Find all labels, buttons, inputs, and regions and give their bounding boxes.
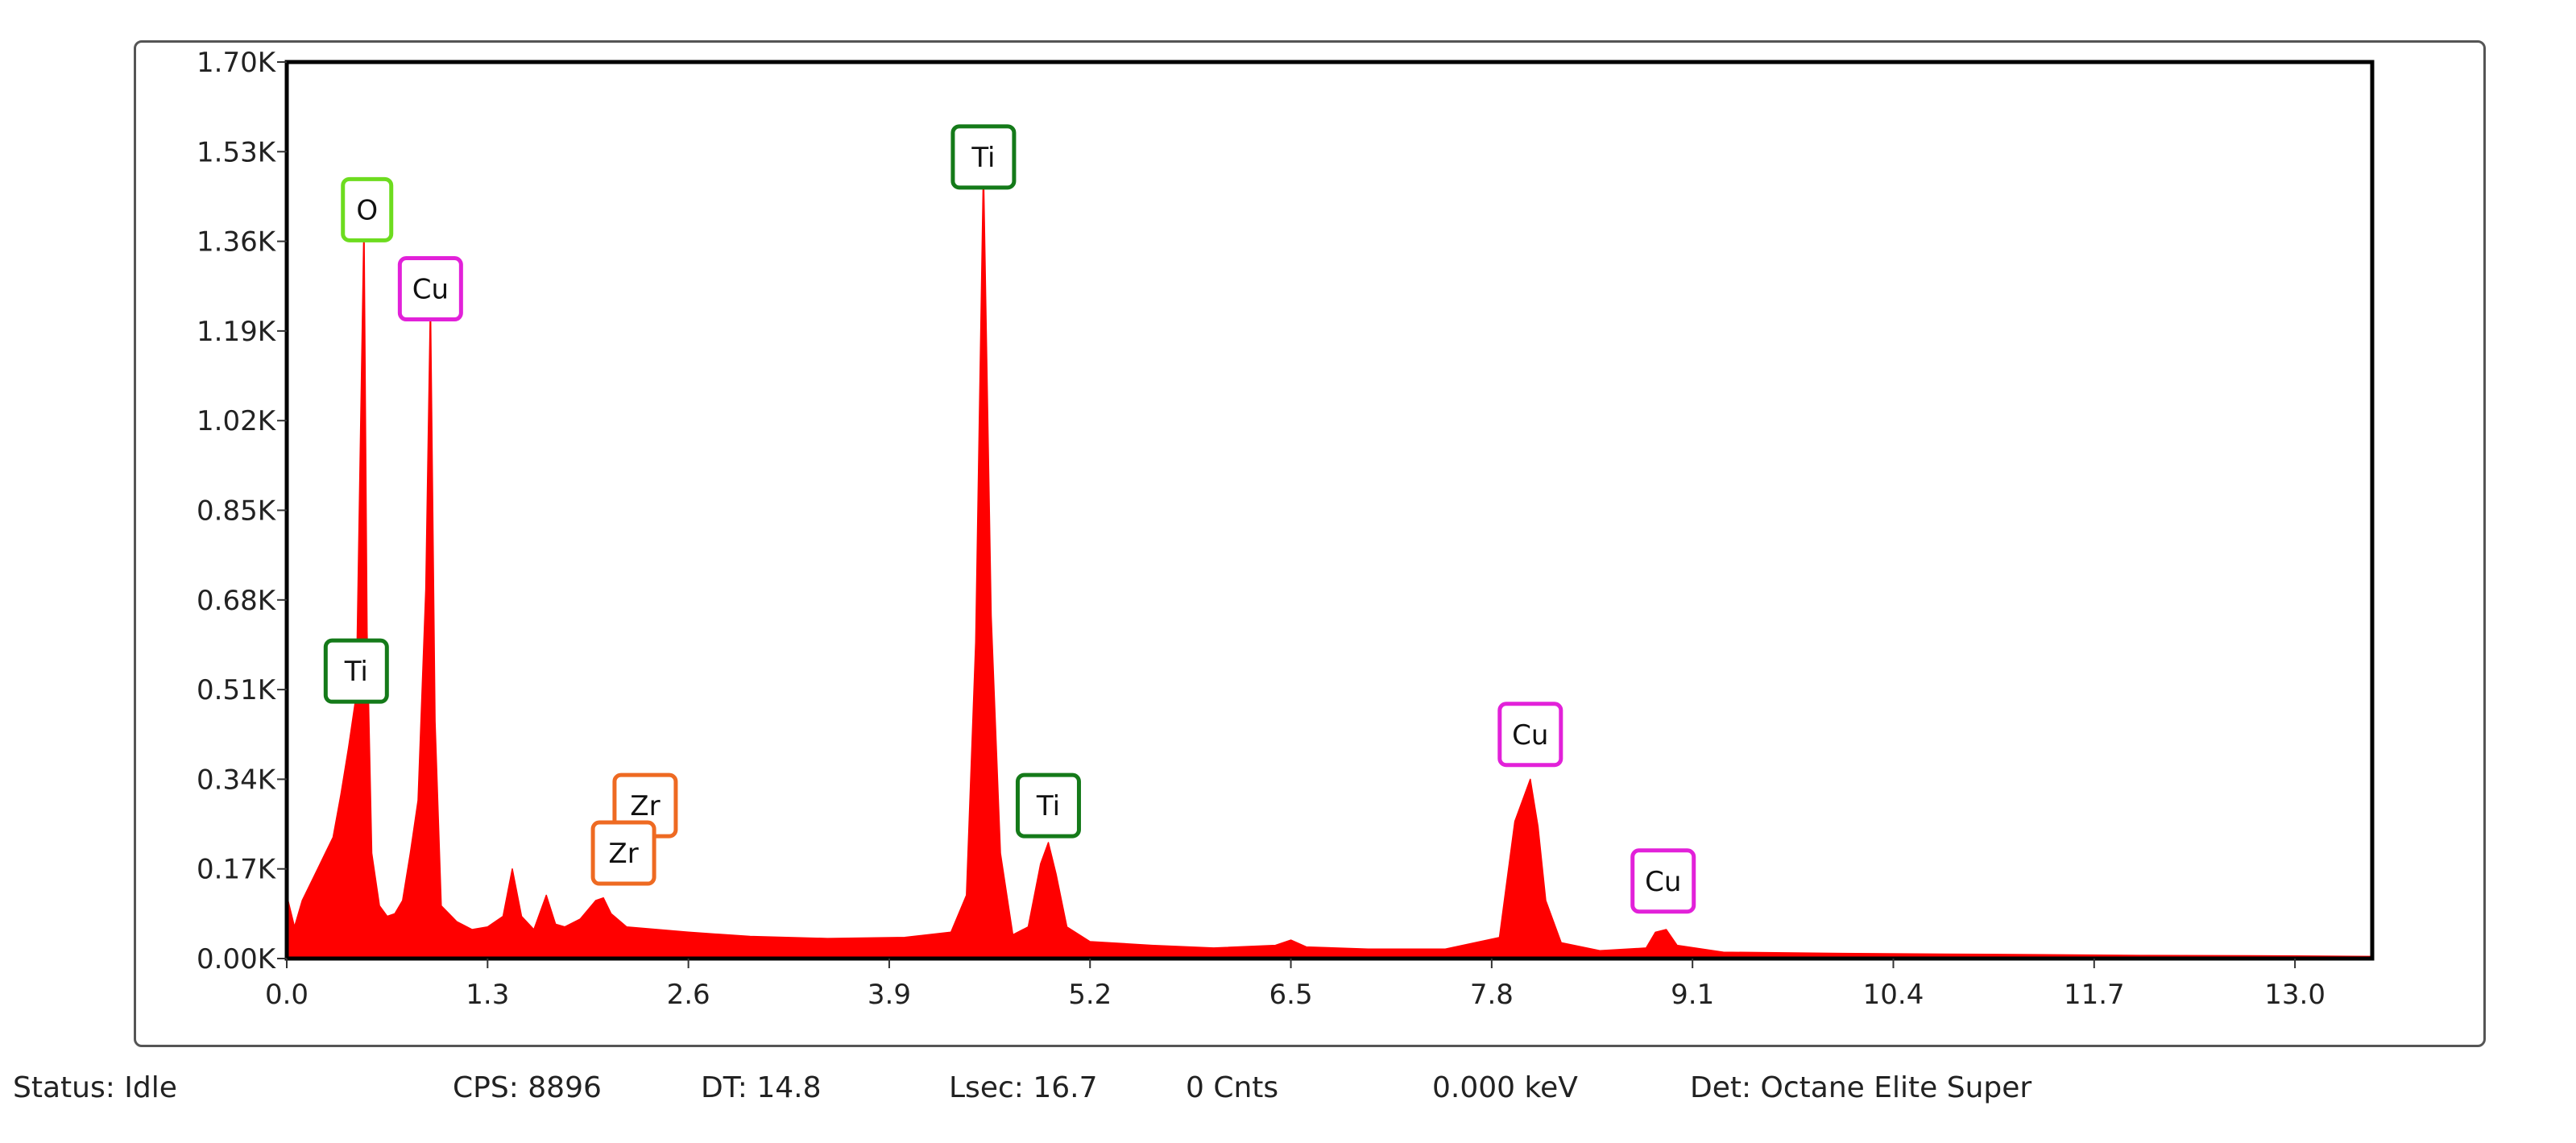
element-label: O	[356, 194, 378, 226]
y-tick-label: 0.85K	[197, 495, 277, 528]
element-label-box	[397, 256, 463, 322]
x-tick-label: 6.5	[1269, 979, 1313, 1011]
element-label-box	[950, 124, 1017, 190]
status-lsec: Lsec: 16.7	[949, 1071, 1098, 1104]
status-cps: CPS: 8896	[453, 1071, 602, 1104]
x-tick-label: 3.9	[868, 979, 911, 1011]
eds-spectrum-chart: 0.0 1.3 2.6 3.9 5.2 6.5 7.8 9.1 10.4 11.7 13.0 0.00…	[197, 47, 2375, 1011]
y-tick-label: 0.34K	[197, 764, 277, 796]
element-label-box	[1630, 848, 1696, 914]
y-tick-label: 0.51K	[197, 674, 277, 706]
y-tick-label: 1.36K	[197, 226, 277, 259]
y-tick-label: 1.53K	[197, 136, 277, 168]
element-label-box	[1497, 702, 1563, 768]
element-label: Cu	[1512, 719, 1548, 752]
status-counts: 0 Cnts	[1186, 1071, 1279, 1104]
element-label-box	[590, 820, 656, 886]
element-label: Zr	[608, 838, 638, 870]
y-tick-label: 0.00K	[197, 943, 277, 975]
status-bar: Status: Idle CPS: 8896 DT: 14.8 Lsec: 16…	[0, 1071, 2576, 1120]
x-tick-label: 2.6	[667, 979, 710, 1011]
y-tick-label: 1.70K	[197, 47, 277, 79]
element-label-box	[1015, 772, 1081, 839]
x-tick-label: 7.8	[1470, 979, 1514, 1011]
element-label: Ti	[971, 142, 995, 174]
status-dt: DT: 14.8	[701, 1071, 822, 1104]
x-tick-label: 11.7	[2064, 979, 2125, 1011]
element-label: Zr	[630, 790, 660, 822]
element-label: Ti	[1036, 790, 1060, 822]
element-label: Ti	[344, 656, 368, 688]
element-label: Cu	[1645, 866, 1681, 898]
spectrum-panel: 0.0 1.3 2.6 3.9 5.2 6.5 7.8 9.1 10.4 11.7 13.0 0.00…	[134, 40, 2486, 1047]
y-tick-label: 0.68K	[197, 585, 277, 617]
y-tick-label: 1.19K	[197, 316, 277, 348]
y-tick-label: 1.02K	[197, 405, 277, 437]
element-label-box	[341, 176, 394, 242]
x-tick-label: 13.0	[2264, 979, 2325, 1011]
status-state: Status: Idle	[13, 1071, 177, 1104]
x-tick-label: 0.0	[265, 979, 309, 1011]
x-tick-label: 1.3	[466, 979, 509, 1011]
status-energy: 0.000 keV	[1432, 1071, 1578, 1104]
spectrum-series-0	[286, 167, 2373, 959]
y-tick-label: 0.17K	[197, 854, 277, 886]
element-label-box	[323, 638, 389, 704]
element-label: Cu	[412, 274, 449, 306]
x-tick-label: 9.1	[1671, 979, 1714, 1011]
x-tick-label: 10.4	[1863, 979, 1924, 1011]
status-detector: Det: Octane Elite Super	[1690, 1071, 2032, 1104]
x-tick-label: 5.2	[1068, 979, 1112, 1011]
